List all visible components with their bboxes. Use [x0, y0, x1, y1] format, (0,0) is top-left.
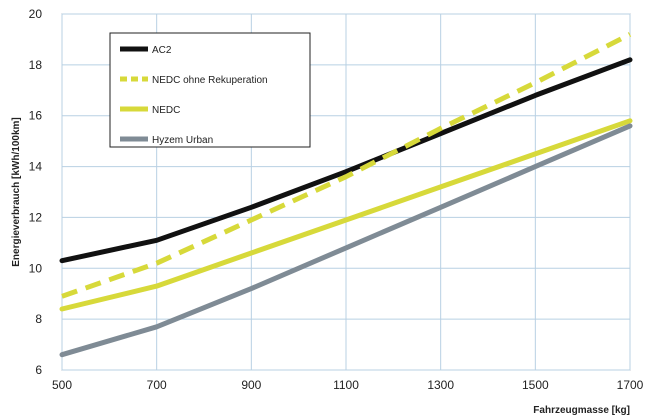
legend-label: NEDC ohne Rekuperation — [152, 75, 268, 86]
series-line-3 — [59, 118, 633, 312]
series-line-1 — [59, 57, 633, 264]
series-line-4 — [59, 123, 633, 358]
legend-box — [109, 32, 311, 148]
y-axis-title: Energieverbrauch [kWh/100km] — [11, 117, 22, 267]
legend-label: Hyzem Urban — [152, 135, 213, 146]
x-tick-label: 1300 — [427, 378, 454, 392]
y-tick-label: 18 — [29, 58, 43, 72]
tick-labels: 500 700 900 1100 1300 1500 1700 6 8 10 12 14 16 18 20 — [29, 7, 644, 392]
series-lines — [59, 32, 633, 358]
y-tick-label: 14 — [29, 160, 43, 174]
y-tick-label: 12 — [29, 210, 43, 224]
x-axis-title: Fahrzeugmasse [kg] — [533, 405, 630, 416]
y-tick-label: 10 — [29, 261, 43, 275]
series-line-2 — [61, 32, 632, 299]
legend: AC2 NEDC ohne Rekuperation NEDC Hyzem Urban — [109, 32, 311, 148]
y-tick-label: 6 — [35, 363, 42, 377]
x-tick-label: 1700 — [617, 378, 644, 392]
legend-items: AC2 NEDC ohne Rekuperation NEDC Hyzem Urban — [120, 45, 268, 146]
x-tick-label: 700 — [147, 378, 167, 392]
x-tick-label: 1100 — [333, 378, 359, 392]
legend-label: AC2 — [152, 45, 172, 56]
x-tick-label: 1500 — [522, 378, 549, 392]
y-tick-label: 8 — [35, 312, 42, 326]
y-tick-label: 20 — [29, 7, 43, 21]
x-tick-label: 500 — [52, 378, 72, 392]
y-tick-label: 16 — [29, 109, 43, 123]
x-tick-label: 900 — [241, 378, 261, 392]
legend-label: NEDC — [152, 105, 180, 116]
